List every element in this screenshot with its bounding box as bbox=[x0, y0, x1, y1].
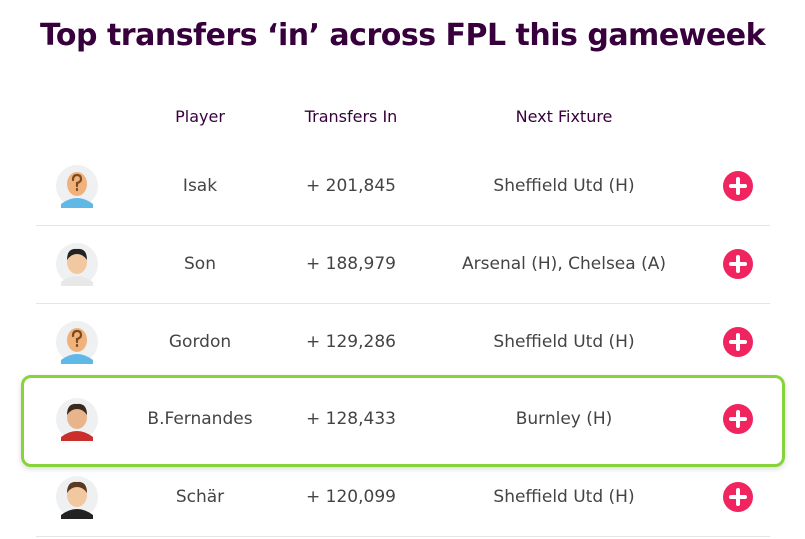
player-avatar bbox=[56, 243, 98, 286]
column-header: Transfers In bbox=[304, 107, 398, 126]
row-separator bbox=[36, 303, 770, 304]
transfers-in: + 188,979 bbox=[306, 254, 396, 274]
avatar-part bbox=[729, 177, 747, 195]
add-player-button[interactable] bbox=[722, 170, 754, 202]
avatar-part bbox=[729, 333, 747, 351]
avatar-part bbox=[61, 198, 93, 208]
avatar-part bbox=[729, 410, 747, 428]
transfers-in: + 201,845 bbox=[306, 176, 396, 196]
page-title: Top transfers ‘in’ across FPL this gamew… bbox=[39, 18, 766, 53]
player-avatar bbox=[56, 321, 98, 364]
add-player-button[interactable] bbox=[722, 326, 754, 358]
avatar-part bbox=[61, 276, 93, 286]
player-name: Gordon bbox=[168, 332, 232, 352]
player-avatar bbox=[56, 476, 98, 519]
transfers-in: + 120,099 bbox=[306, 487, 396, 507]
avatar-part bbox=[67, 483, 87, 507]
avatar-part bbox=[67, 403, 87, 415]
avatar-part bbox=[729, 488, 747, 506]
player-name: Isak bbox=[182, 176, 218, 196]
row-separator bbox=[36, 536, 770, 537]
avatar-part bbox=[67, 248, 87, 260]
player-name: Schär bbox=[175, 487, 225, 507]
player-name: B.Fernandes bbox=[147, 409, 253, 429]
avatar-part bbox=[61, 354, 93, 364]
next-fixture: Sheffield Utd (H) bbox=[493, 332, 635, 352]
avatar-part bbox=[67, 250, 87, 274]
next-fixture: Burnley (H) bbox=[515, 409, 613, 429]
add-player-button[interactable] bbox=[722, 248, 754, 280]
transfers-in: + 129,286 bbox=[306, 332, 396, 352]
avatar-part bbox=[61, 431, 93, 441]
add-player-button[interactable] bbox=[722, 403, 754, 435]
player-avatar bbox=[56, 165, 98, 208]
row-highlight bbox=[21, 375, 785, 467]
avatar-part bbox=[729, 255, 747, 273]
avatar-part bbox=[61, 509, 93, 519]
avatar-part bbox=[71, 173, 83, 192]
player-avatar bbox=[56, 398, 98, 441]
next-fixture: Sheffield Utd (H) bbox=[493, 487, 635, 507]
column-header: Player bbox=[175, 107, 225, 126]
transfers-in: + 128,433 bbox=[306, 409, 396, 429]
avatar-part bbox=[67, 481, 87, 493]
add-player-button[interactable] bbox=[722, 481, 754, 513]
avatar-part bbox=[71, 329, 83, 348]
row-separator bbox=[36, 225, 770, 226]
next-fixture: Arsenal (H), Chelsea (A) bbox=[462, 254, 666, 274]
column-header: Next Fixture bbox=[515, 107, 613, 126]
next-fixture: Sheffield Utd (H) bbox=[493, 176, 635, 196]
player-name: Son bbox=[184, 254, 216, 274]
avatar-part bbox=[67, 405, 87, 429]
